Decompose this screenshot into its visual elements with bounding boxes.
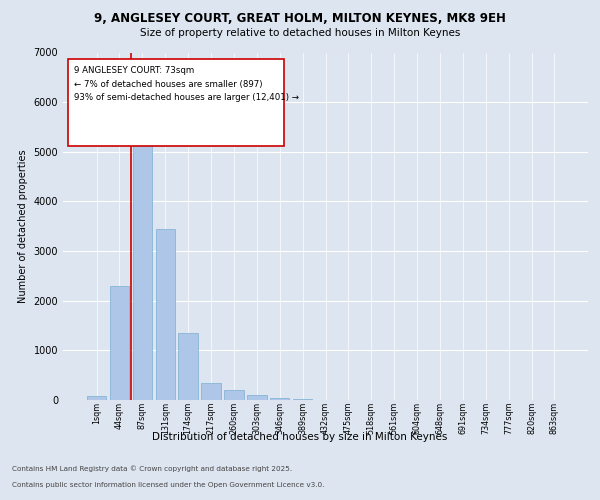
- Bar: [87, 396, 106, 400]
- Text: Contains HM Land Registry data © Crown copyright and database right 2025.: Contains HM Land Registry data © Crown c…: [12, 466, 292, 472]
- Bar: [247, 395, 266, 400]
- Text: Size of property relative to detached houses in Milton Keynes: Size of property relative to detached ho…: [140, 28, 460, 38]
- Text: 9 ANGLESEY COURT: 73sqm
← 7% of detached houses are smaller (897)
93% of semi-de: 9 ANGLESEY COURT: 73sqm ← 7% of detached…: [74, 66, 299, 102]
- Text: Distribution of detached houses by size in Milton Keynes: Distribution of detached houses by size …: [152, 432, 448, 442]
- Bar: [202, 382, 221, 400]
- FancyBboxPatch shape: [68, 60, 284, 146]
- Text: 9, ANGLESEY COURT, GREAT HOLM, MILTON KEYNES, MK8 9EH: 9, ANGLESEY COURT, GREAT HOLM, MILTON KE…: [94, 12, 506, 26]
- Bar: [110, 286, 129, 400]
- Bar: [224, 390, 244, 400]
- Y-axis label: Number of detached properties: Number of detached properties: [18, 150, 28, 303]
- Bar: [133, 137, 152, 400]
- Bar: [155, 228, 175, 400]
- Bar: [293, 398, 313, 400]
- Text: Contains public sector information licensed under the Open Government Licence v3: Contains public sector information licen…: [12, 482, 325, 488]
- Bar: [270, 398, 289, 400]
- Bar: [178, 333, 198, 400]
